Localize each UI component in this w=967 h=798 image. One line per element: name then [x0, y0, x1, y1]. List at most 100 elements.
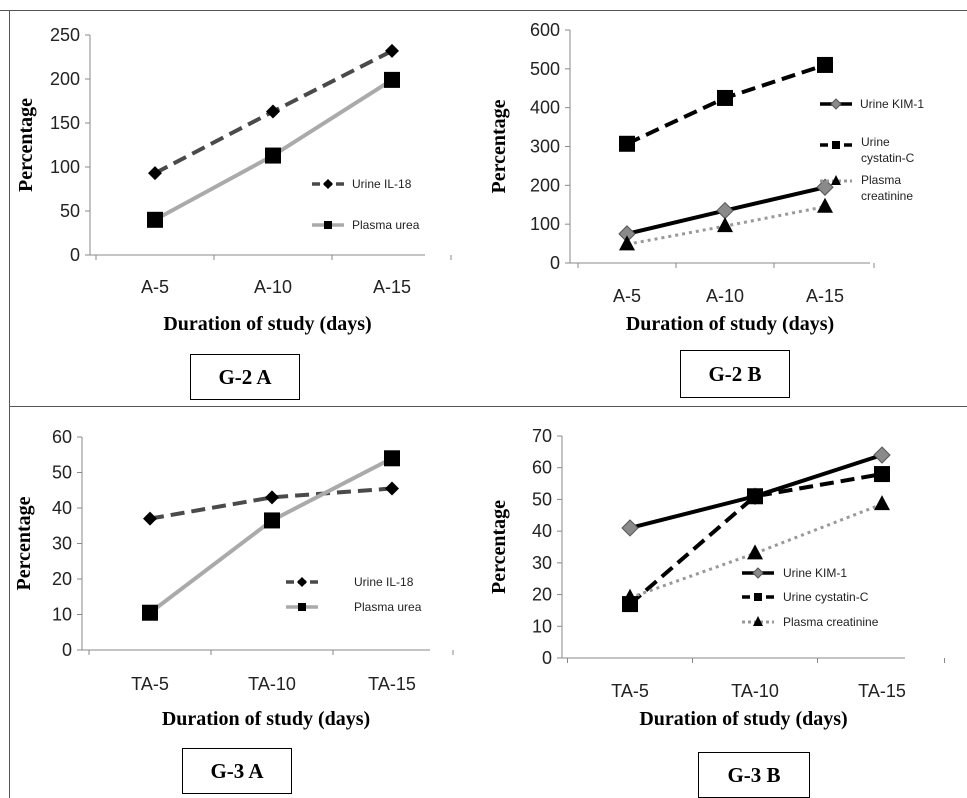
- data-point-1-2: [384, 71, 400, 88]
- y-tick-label: 600: [530, 20, 560, 40]
- y-tick-label: 20: [532, 585, 552, 605]
- legend-marker-1: [754, 593, 762, 601]
- data-point-0-1: [266, 104, 280, 119]
- y-tick-label: 200: [50, 69, 80, 89]
- series-line-1: [626, 63, 826, 146]
- caption-g3b: G-3 B: [698, 752, 810, 798]
- series-line-2: [626, 205, 826, 246]
- frame-middle-divider: [9, 406, 967, 407]
- x-tick-label: A-10: [706, 286, 744, 306]
- x-tick-label: TA-15: [858, 681, 906, 701]
- legend-label-0: Urine IL-18: [352, 177, 412, 191]
- x-tick-label: TA-10: [731, 681, 779, 701]
- y-tick-label: 0: [62, 640, 72, 660]
- data-point-0-1: [265, 490, 279, 505]
- x-tick-label: A-15: [806, 286, 844, 306]
- series-line-0: [154, 49, 393, 175]
- y-tick-label: 0: [70, 245, 80, 265]
- legend-label-0: Urine KIM-1: [860, 97, 924, 111]
- y-tick-label: 400: [530, 98, 560, 118]
- y-tick-label: 10: [532, 616, 552, 636]
- y-tick-label: 50: [60, 201, 80, 221]
- series-line-0: [149, 486, 393, 521]
- y-tick-label: 70: [532, 426, 552, 446]
- legend-label-1: Urine cystatin-C: [861, 135, 915, 165]
- y-tick-label: 50: [532, 489, 552, 509]
- data-point-1-0: [622, 596, 638, 613]
- y-tick-label: 100: [530, 214, 560, 234]
- series-line-1: [154, 78, 394, 222]
- data-point-2-1: [717, 217, 733, 233]
- y-tick-label: 60: [52, 427, 72, 447]
- y-tick-label: 30: [52, 534, 72, 554]
- y-axis-title: Percentage: [488, 500, 510, 594]
- legend-marker-0: [830, 98, 842, 110]
- y-tick-label: 40: [52, 498, 72, 518]
- data-point-1-0: [147, 211, 163, 228]
- legend-label-1: Urine cystatin-C: [783, 590, 869, 604]
- series-line-0: [626, 185, 826, 236]
- data-point-0-2: [385, 481, 399, 496]
- series-line-0: [629, 453, 883, 530]
- data-point-1-1: [717, 89, 733, 106]
- y-tick-label: 0: [550, 253, 560, 273]
- data-point-2-2: [817, 197, 833, 213]
- x-tick-label: A-10: [254, 277, 292, 297]
- data-point-0-2: [385, 43, 399, 58]
- x-tick-label: TA-5: [131, 674, 169, 694]
- legend-marker-0: [323, 179, 333, 189]
- data-point-0-0: [143, 511, 157, 526]
- y-tick-label: 0: [542, 648, 552, 668]
- x-tick-label: TA-5: [611, 681, 649, 701]
- data-point-1-2: [384, 450, 400, 467]
- x-axis-title: Duration of study (days): [162, 708, 370, 730]
- data-point-1-2: [817, 56, 833, 73]
- series-line-1: [148, 456, 393, 615]
- y-tick-label: 100: [50, 157, 80, 177]
- series-line-2: [629, 502, 883, 600]
- y-tick-label: 500: [530, 59, 560, 79]
- legend-marker-2: [753, 616, 763, 626]
- legend-marker-1: [832, 141, 840, 149]
- x-tick-label: A-5: [141, 277, 169, 297]
- y-axis-title: Percentage: [488, 99, 510, 193]
- y-tick-label: 40: [532, 521, 552, 541]
- x-tick-label: A-15: [373, 277, 411, 297]
- y-tick-label: 20: [52, 569, 72, 589]
- y-tick-label: 200: [530, 175, 560, 195]
- frame-left-border: [9, 10, 10, 798]
- data-point-1-2: [874, 466, 890, 483]
- caption-g2b: G-2 B: [680, 350, 790, 398]
- legend-label-0: Urine IL-18: [354, 575, 414, 589]
- data-point-1-1: [747, 488, 763, 505]
- legend-label-2: Plasma creatinine: [783, 615, 879, 629]
- data-point-0-1: [716, 201, 734, 220]
- data-point-0-1: [746, 487, 764, 505]
- data-point-2-2: [874, 495, 890, 511]
- data-point-1-1: [265, 147, 281, 164]
- legend-label-1: Plasma urea: [352, 218, 420, 232]
- legend-marker-2: [831, 175, 841, 185]
- frame-top-border: [0, 10, 967, 11]
- y-tick-label: 150: [50, 113, 80, 133]
- legend-marker-1: [324, 221, 332, 229]
- legend-label-1: Plasma urea: [354, 600, 422, 614]
- x-tick-label: TA-10: [248, 674, 296, 694]
- series-line-1: [628, 472, 883, 606]
- y-tick-label: 300: [530, 137, 560, 157]
- data-point-0-0: [618, 225, 636, 243]
- legend-label-2: Plasma creatinine: [861, 173, 913, 203]
- data-point-0-0: [148, 166, 162, 181]
- data-point-1-1: [264, 512, 280, 529]
- data-point-1-0: [142, 604, 158, 621]
- x-tick-label: TA-15: [368, 674, 416, 694]
- data-point-2-1: [747, 544, 763, 560]
- legend-marker-0: [752, 567, 764, 579]
- x-axis-title: Duration of study (days): [163, 313, 371, 335]
- y-tick-label: 60: [532, 458, 552, 478]
- data-point-1-0: [619, 135, 635, 152]
- data-point-2-0: [619, 235, 635, 251]
- data-point-0-2: [816, 178, 834, 196]
